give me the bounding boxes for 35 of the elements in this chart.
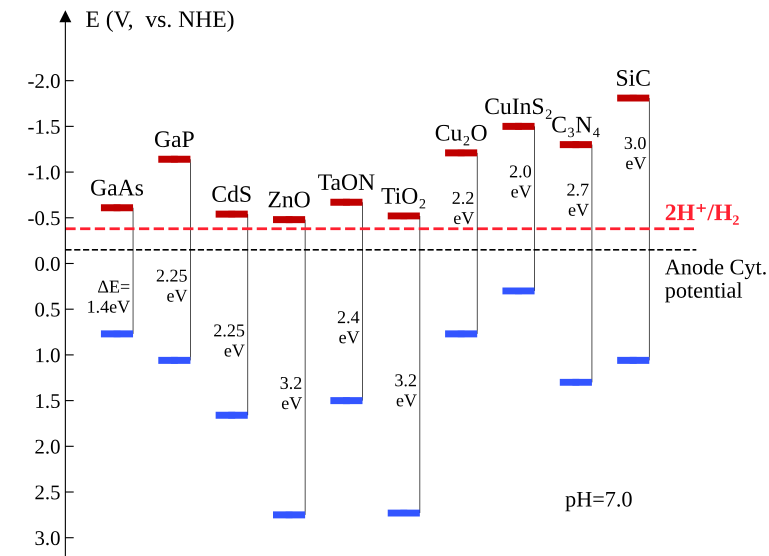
y-tick-label: -2.0 bbox=[28, 74, 60, 88]
x-tick-label: CuInS₂ bbox=[485, 98, 552, 119]
x-tick-label: GaAs bbox=[91, 180, 144, 196]
x-tick-label: CdS bbox=[212, 185, 251, 202]
annotation: 2.25 eV bbox=[214, 324, 245, 357]
annotation: 2.25 eV bbox=[156, 270, 188, 302]
annotation: 3.0 eV bbox=[624, 136, 646, 170]
annotation: ΔE= 1.4eV bbox=[88, 280, 130, 313]
x-tick-label: TaON bbox=[318, 174, 375, 190]
annotation: pH=7.0 bbox=[565, 492, 632, 512]
x-tick-label: Cu₂O bbox=[436, 124, 487, 146]
x-tick-label: TiO₂ bbox=[382, 188, 426, 208]
annotation: 3.2 eV bbox=[395, 374, 417, 407]
annotation: 2.2 eV bbox=[452, 192, 474, 224]
y-tick-label: 1.5 bbox=[36, 394, 60, 408]
y-tick-label: 0.5 bbox=[35, 302, 60, 317]
y-tick-label: -0.5 bbox=[28, 211, 60, 226]
x-tick-label: ZnO bbox=[268, 192, 310, 208]
y-tick-label: 1.0 bbox=[36, 348, 60, 362]
annotation: 2.4 eV bbox=[338, 311, 360, 344]
y-tick-label: -1.0 bbox=[28, 165, 60, 180]
y-tick-label: -1.5 bbox=[28, 120, 60, 134]
y-axis-title: E (V, vs. NHE) bbox=[86, 10, 234, 32]
ref-line-label: 2H⁺/H₂ bbox=[666, 204, 739, 225]
x-tick-label: GaP bbox=[154, 131, 194, 148]
x-tick-label: C₃N₄ bbox=[552, 116, 600, 138]
y-tick-label: 3.0 bbox=[35, 531, 60, 546]
y-tick-label: 2.0 bbox=[35, 440, 60, 454]
y-tick-label: 0.0 bbox=[35, 256, 60, 272]
x-tick-label: SiC bbox=[617, 70, 650, 86]
annotation: 2.0 eV bbox=[510, 165, 532, 198]
annotation: 2.7 eV bbox=[567, 184, 589, 216]
ref-line-label: Anode Cyt. potential bbox=[664, 258, 766, 302]
annotation: 3.2 eV bbox=[280, 376, 302, 410]
y-tick-label: 2.5 bbox=[35, 485, 60, 500]
